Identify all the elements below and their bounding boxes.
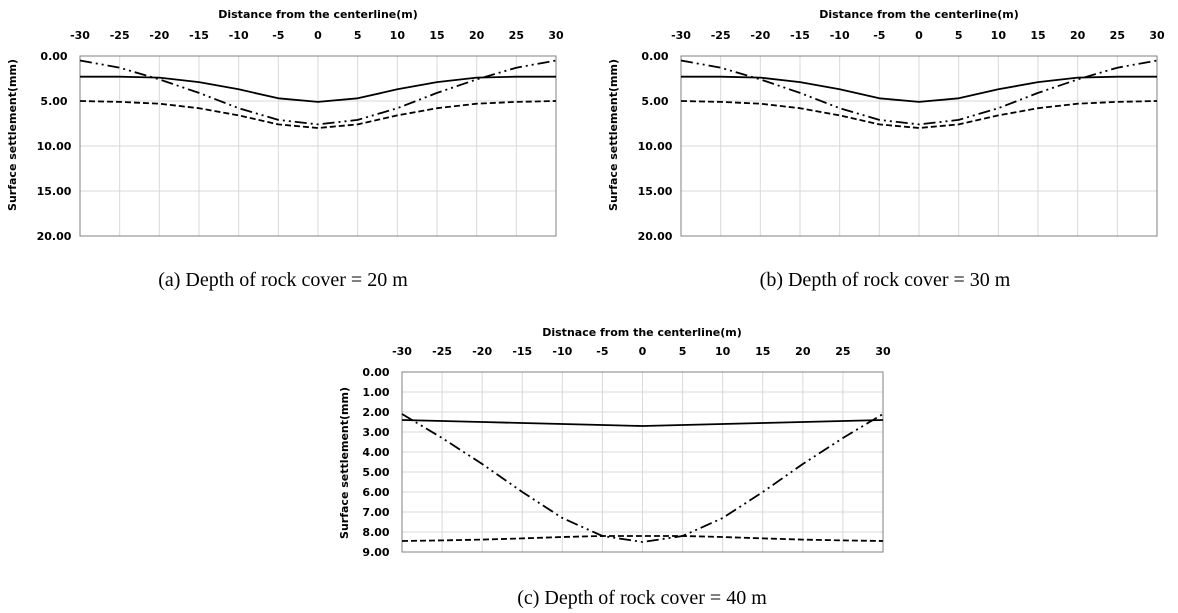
x-tick-label: 30	[875, 345, 891, 358]
y-tick-label: 10.00	[37, 140, 72, 153]
x-tick-label: 10	[715, 345, 731, 358]
y-tick-label: 5.00	[362, 466, 389, 479]
x-tick-label: 0	[314, 29, 322, 42]
x-tick-label: 10	[390, 29, 406, 42]
x-tick-label: 15	[755, 345, 770, 358]
x-tick-label: 0	[639, 345, 647, 358]
caption: (a) Depth of rock cover = 20 m	[158, 269, 408, 291]
x-tick-label: -10	[552, 345, 572, 358]
y-tick-label: 5.00	[40, 95, 67, 108]
x-tick-label: -10	[830, 29, 850, 42]
plot-area-frame	[79, 55, 557, 237]
chart-c: Distnace from the centerline(m) Surface …	[338, 326, 891, 609]
x-tick-label: 25	[1110, 29, 1125, 42]
gridlines	[680, 55, 1158, 237]
x-tick-label: -5	[272, 29, 284, 42]
x-tick-label: -5	[873, 29, 885, 42]
x-tick-label: 5	[955, 29, 963, 42]
y-axis-title: Surface settlement(mm)	[6, 59, 19, 211]
y-tick-label: 7.00	[362, 506, 389, 519]
x-tick-label: -25	[110, 29, 130, 42]
y-tick-label: 4.00	[362, 446, 389, 459]
series-line-solid	[80, 75, 556, 103]
series-line-dash-dot-dot	[680, 59, 1158, 126]
x-tick-label: -25	[432, 345, 452, 358]
x-tick-label: -20	[472, 345, 492, 358]
x-tick-label: -15	[512, 345, 532, 358]
x-tick-label: 20	[1070, 29, 1086, 42]
x-axis-title: Distance from the centerline(m)	[819, 8, 1019, 21]
y-tick-label: 10.00	[638, 140, 673, 153]
x-tick-label: 30	[548, 29, 564, 42]
x-tick-label: -30	[70, 29, 90, 42]
y-tick-label: 15.00	[37, 185, 72, 198]
y-tick-label: 0.00	[362, 366, 389, 379]
y-tick-label: 2.00	[362, 406, 389, 419]
y-tick-label: 6.00	[362, 486, 389, 499]
x-tick-label: -10	[229, 29, 249, 42]
x-axis-title: Distnace from the centerline(m)	[542, 326, 742, 339]
x-tick-label: 25	[509, 29, 524, 42]
x-tick-label: 10	[991, 29, 1007, 42]
y-tick-label: 8.00	[362, 526, 389, 539]
y-tick-label: 5.00	[641, 95, 668, 108]
plot-area-frame	[401, 371, 884, 553]
y-tick-label: 3.00	[362, 426, 389, 439]
x-tick-label: -5	[596, 345, 608, 358]
x-tick-label: 5	[354, 29, 362, 42]
series-line-dash-dot-dot	[401, 413, 884, 543]
x-tick-label: -25	[711, 29, 731, 42]
x-tick-label: -30	[671, 29, 691, 42]
y-tick-label: 20.00	[37, 230, 72, 243]
y-tick-label: 9.00	[362, 546, 389, 559]
chart-a: Distance from the centerline(m) Surface …	[6, 8, 564, 291]
x-tick-label: -30	[392, 345, 412, 358]
x-tick-label: 20	[469, 29, 485, 42]
y-tick-label: 0.00	[641, 50, 668, 63]
x-tick-label: -15	[189, 29, 209, 42]
x-tick-label: 15	[429, 29, 444, 42]
x-tick-label: 20	[795, 345, 811, 358]
caption: (b) Depth of rock cover = 30 m	[760, 269, 1011, 291]
y-tick-label: 15.00	[638, 185, 673, 198]
series-line-solid	[681, 75, 1157, 103]
y-tick-label: 0.00	[40, 50, 67, 63]
x-tick-label: 15	[1030, 29, 1045, 42]
y-tick-label: 1.00	[362, 386, 389, 399]
y-axis-title: Surface settlement(mm)	[338, 387, 351, 539]
series-line-dash-dot-dot	[79, 59, 557, 126]
series-line-dashed	[79, 100, 557, 129]
x-tick-label: 5	[679, 345, 687, 358]
chart-b: Distance from the centerline(m) Surface …	[607, 8, 1165, 291]
x-tick-label: 30	[1149, 29, 1165, 42]
series-line-dashed	[680, 100, 1158, 129]
x-tick-label: -20	[149, 29, 169, 42]
plot-area-frame	[680, 55, 1158, 237]
gridlines	[79, 55, 557, 237]
series-line-solid	[401, 419, 884, 427]
x-tick-label: -20	[750, 29, 770, 42]
series-line-dashed	[401, 535, 884, 542]
y-axis-title: Surface settlement(mm)	[607, 59, 620, 211]
y-tick-label: 20.00	[638, 230, 673, 243]
x-tick-label: -15	[790, 29, 810, 42]
gridlines	[401, 371, 884, 553]
x-tick-label: 25	[835, 345, 850, 358]
x-tick-label: 0	[915, 29, 923, 42]
caption: (c) Depth of rock cover = 40 m	[517, 587, 767, 609]
x-axis-title: Distance from the centerline(m)	[218, 8, 418, 21]
